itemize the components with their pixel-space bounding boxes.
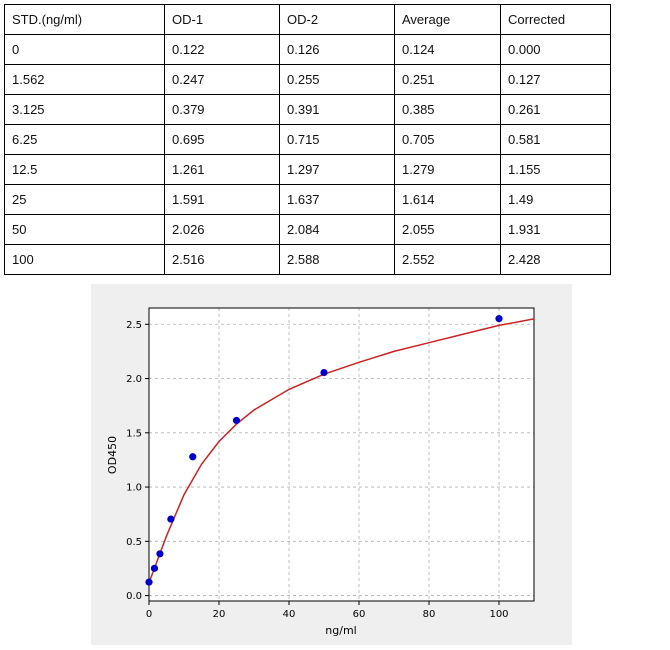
table-cell: 1.591 bbox=[164, 184, 280, 215]
table-cell: 1.297 bbox=[279, 154, 395, 185]
table-cell: 0.000 bbox=[500, 34, 611, 65]
table-cell: 0.385 bbox=[394, 94, 501, 125]
table-cell: 12.5 bbox=[4, 154, 165, 185]
table-cell: 1.49 bbox=[500, 184, 611, 215]
table-header-cell: OD-2 bbox=[279, 4, 395, 35]
table-cell: 2.428 bbox=[500, 244, 611, 275]
table-cell: 1.614 bbox=[394, 184, 501, 215]
data-point bbox=[156, 550, 164, 558]
y-tick-label: 0.0 bbox=[126, 591, 142, 602]
table-cell: 3.125 bbox=[4, 94, 165, 125]
table-cell: 2.026 bbox=[164, 214, 280, 245]
table-header-cell: Corrected bbox=[500, 4, 611, 35]
table-cell: 2.084 bbox=[279, 214, 395, 245]
table-cell: 50 bbox=[4, 214, 165, 245]
y-tick-label: 2.0 bbox=[126, 374, 142, 385]
plot-area bbox=[149, 308, 534, 601]
x-tick-label: 60 bbox=[353, 609, 366, 620]
table-cell: 0.255 bbox=[279, 64, 395, 95]
data-point bbox=[232, 416, 241, 425]
table-cell: 1.261 bbox=[164, 154, 280, 185]
data-point bbox=[189, 453, 197, 461]
table-cell: 0.127 bbox=[500, 64, 611, 95]
table-row: 3.125 0.379 0.391 0.385 0.261 bbox=[4, 94, 611, 125]
table-row: 100 2.516 2.588 2.552 2.428 bbox=[4, 244, 611, 275]
y-axis-label: OD450 bbox=[106, 436, 119, 474]
x-tick-label: 80 bbox=[423, 609, 436, 620]
table-cell: 0.705 bbox=[394, 124, 501, 155]
standard-curve-chart: 0 20 40 60 80 100 0.0 0.5 1.0 1.5 2.0 2.5 ng/ml OD… bbox=[106, 307, 535, 637]
table-cell: 6.25 bbox=[4, 124, 165, 155]
table-cell: 25 bbox=[4, 184, 165, 215]
table-cell: 0.247 bbox=[164, 64, 280, 95]
data-point bbox=[495, 315, 503, 323]
table-cell: 0.261 bbox=[500, 94, 611, 125]
table-cell: 2.055 bbox=[394, 214, 501, 245]
x-tick-label: 20 bbox=[213, 609, 226, 620]
table-row: 0 0.122 0.126 0.124 0.000 bbox=[4, 34, 611, 65]
standards-table: STD.(ng/ml) OD-1 OD-2 Average Corrected 0 0.12… bbox=[4, 4, 611, 275]
table-cell: 0.581 bbox=[500, 124, 611, 155]
table-cell: 1.155 bbox=[500, 154, 611, 185]
table-row: 12.5 1.261 1.297 1.279 1.155 bbox=[4, 154, 611, 185]
table-header-cell: Average bbox=[394, 4, 501, 35]
table-cell: 0.391 bbox=[279, 94, 395, 125]
table-row: 6.25 0.695 0.715 0.705 0.581 bbox=[4, 124, 611, 155]
table-cell: 1.279 bbox=[394, 154, 501, 185]
table-cell: 2.552 bbox=[394, 244, 501, 275]
table-cell: 0.251 bbox=[394, 64, 501, 95]
data-point bbox=[145, 578, 153, 586]
table-cell: 2.516 bbox=[164, 244, 280, 275]
table-header-cell: OD-1 bbox=[164, 4, 280, 35]
y-tick-label: 1.5 bbox=[126, 428, 142, 439]
standard-curve-panel: 0 20 40 60 80 100 0.0 0.5 1.0 1.5 2.0 2.5 ng/ml OD… bbox=[91, 284, 572, 645]
table-cell: 0.379 bbox=[164, 94, 280, 125]
table-cell: 1.562 bbox=[4, 64, 165, 95]
x-tick-label: 100 bbox=[489, 609, 508, 620]
data-point bbox=[167, 515, 175, 523]
y-tick-label: 2.5 bbox=[126, 320, 142, 331]
table-header-row: STD.(ng/ml) OD-1 OD-2 Average Corrected bbox=[4, 4, 611, 35]
y-tick-label: 0.5 bbox=[126, 537, 142, 548]
plot-frame bbox=[148, 307, 535, 602]
x-tick-label: 40 bbox=[283, 609, 296, 620]
table-cell: 100 bbox=[4, 244, 165, 275]
table-header-cell: STD.(ng/ml) bbox=[4, 4, 165, 35]
table-cell: 0.126 bbox=[279, 34, 395, 65]
data-point bbox=[320, 368, 328, 377]
table-row: 50 2.026 2.084 2.055 1.931 bbox=[4, 214, 611, 245]
table-cell: 0.122 bbox=[164, 34, 280, 65]
data-point bbox=[150, 564, 159, 572]
x-axis-label: ng/ml bbox=[325, 624, 356, 637]
table-row: 25 1.591 1.637 1.614 1.49 bbox=[4, 184, 611, 215]
fit-curve-line bbox=[149, 318, 534, 583]
table-row: 1.562 0.247 0.255 0.251 0.127 bbox=[4, 64, 611, 95]
x-tick-label: 0 bbox=[146, 609, 152, 620]
table-cell: 0 bbox=[4, 34, 165, 65]
y-tick-label: 1.0 bbox=[126, 483, 142, 494]
table-cell: 2.588 bbox=[279, 244, 395, 275]
table-cell: 1.637 bbox=[279, 184, 395, 215]
table-cell: 0.124 bbox=[394, 34, 501, 65]
table-cell: 0.695 bbox=[164, 124, 280, 155]
table-cell: 1.931 bbox=[500, 214, 611, 245]
table-cell: 0.715 bbox=[279, 124, 395, 155]
